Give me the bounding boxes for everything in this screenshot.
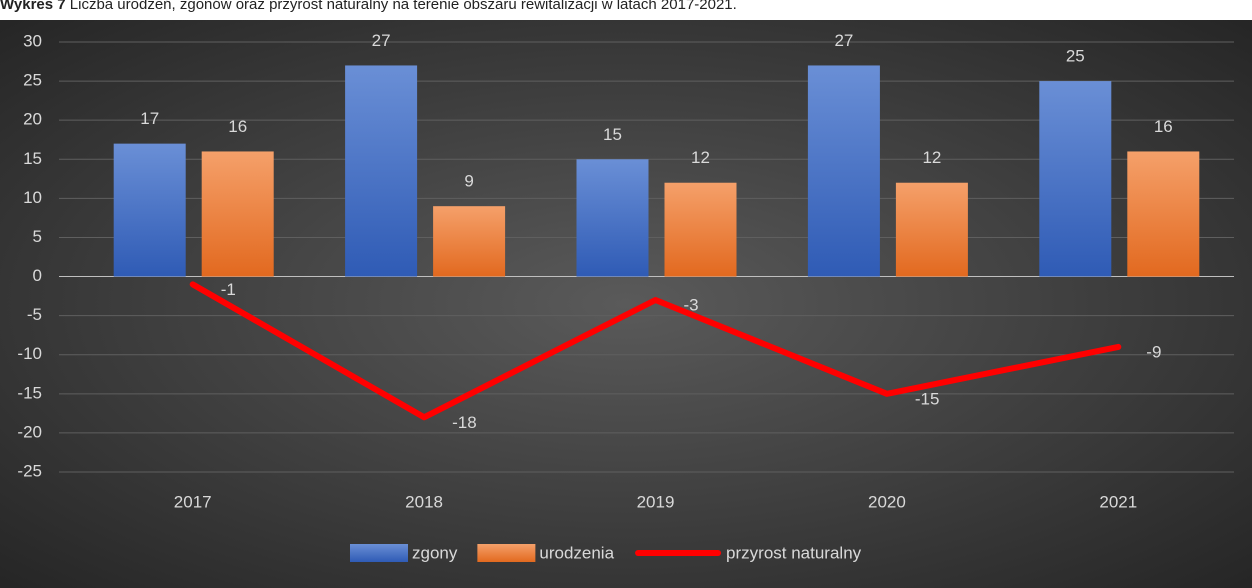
x-tick-label: 2019 <box>637 492 675 511</box>
bar <box>664 182 737 277</box>
data-label: 15 <box>603 125 622 144</box>
data-label: 12 <box>691 148 710 167</box>
data-label: 27 <box>834 31 853 50</box>
data-label: 25 <box>1066 47 1085 66</box>
bar <box>345 65 418 277</box>
legend-swatch <box>350 544 408 562</box>
line <box>189 281 1122 421</box>
legend-swatch <box>477 544 536 562</box>
y-tick-label: 5 <box>33 227 42 246</box>
legend-label: przyrost naturalny <box>726 543 862 562</box>
bar <box>433 206 506 277</box>
data-label: -9 <box>1146 342 1161 361</box>
y-tick-label: -25 <box>17 461 42 480</box>
x-tick-label: 2018 <box>405 492 443 511</box>
y-tick-label: 20 <box>23 110 42 129</box>
legend-label: urodzenia <box>539 543 614 562</box>
y-tick-label: 30 <box>23 31 42 50</box>
bar <box>201 151 274 277</box>
data-label: -18 <box>452 413 477 432</box>
data-label: 16 <box>228 117 247 136</box>
y-tick-label: 25 <box>23 71 42 90</box>
y-tick-label: -5 <box>27 305 42 324</box>
data-label: 9 <box>464 172 473 191</box>
x-tick-label: 2021 <box>1099 492 1137 511</box>
y-tick-label: -15 <box>17 383 42 402</box>
caption: Wykres 7 Liczba urodzeń, zgonów oraz prz… <box>0 0 1252 16</box>
caption-label: Wykres 7 <box>0 0 66 13</box>
bar <box>1127 151 1200 277</box>
data-label: -1 <box>221 280 236 299</box>
y-tick-label: 10 <box>23 188 42 207</box>
x-tick-label: 2017 <box>174 492 212 511</box>
bar <box>895 182 968 277</box>
data-label: 17 <box>140 109 159 128</box>
bar <box>113 143 186 277</box>
y-tick-label: 15 <box>23 149 42 168</box>
bar <box>1039 81 1112 277</box>
data-label: 27 <box>372 31 391 50</box>
data-label: -3 <box>684 295 699 314</box>
data-label: 16 <box>1154 117 1173 136</box>
y-tick-label: 0 <box>33 266 42 285</box>
chart-title: Liczba urodzeń, zgonów oraz przyrost nat… <box>69 0 737 13</box>
data-label: -15 <box>915 389 940 408</box>
data-label: 12 <box>922 148 941 167</box>
bar <box>807 65 880 277</box>
x-tick-label: 2020 <box>868 492 906 511</box>
chart: 30 25 20 15 10 5 0 -5 -10 -15 -20 -25 2017 2018 2019 20… <box>0 20 1252 588</box>
bar <box>576 159 649 277</box>
y-tick-label: -10 <box>17 344 42 363</box>
y-tick-label: -20 <box>17 422 42 441</box>
legend-label: zgony <box>412 543 458 562</box>
